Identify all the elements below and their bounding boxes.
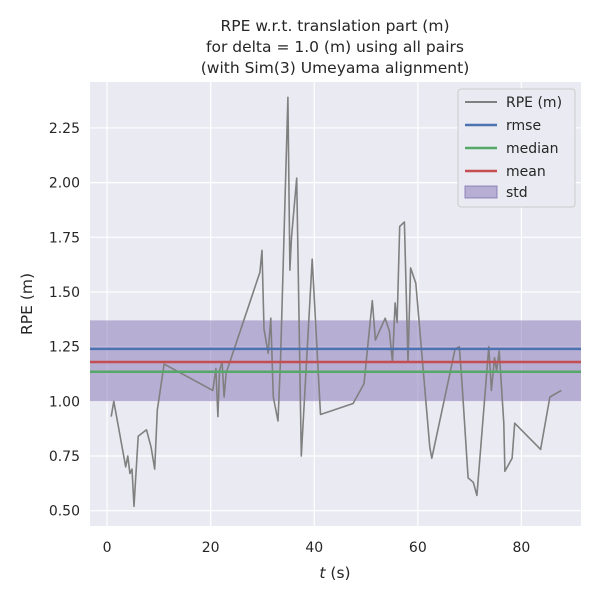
x-tick-label-2: 40 [305, 540, 323, 556]
title-line-3: (with Sim(3) Umeyama alignment) [201, 59, 470, 77]
stat-lines [90, 347, 581, 374]
y-tick-label-1: 0.75 [49, 449, 80, 465]
legend-swatch-std [464, 185, 498, 199]
y-tick-label-5: 1.75 [49, 230, 80, 246]
legend-label-rpe: RPE (m) [506, 95, 562, 111]
x-tick-label-3: 60 [409, 540, 427, 556]
y-tick-label-7: 2.25 [49, 121, 80, 137]
y-tick-label-2: 1.00 [49, 394, 80, 410]
y-tick-label-4: 1.50 [49, 285, 80, 301]
rpe-series-layer [110, 96, 562, 508]
x-axis-label: t (s) [319, 564, 350, 582]
y-tick-labels: 0.50 0.75 1.00 1.25 1.50 1.75 2.00 2.25 [49, 121, 80, 520]
x-tick-label-1: 20 [202, 540, 220, 556]
y-axis-label: RPE (m) [18, 273, 36, 335]
legend-label-rmse: rmse [506, 118, 541, 134]
legend-label-median: median [506, 141, 558, 157]
chart-title: RPE w.r.t. translation part (m) for delt… [201, 17, 470, 77]
legend-label-mean: mean [506, 164, 546, 180]
y-tick-label-6: 2.00 [49, 176, 80, 192]
x-tick-labels: 0 20 40 60 80 [103, 540, 531, 556]
legend-label-std: std [506, 185, 528, 201]
title-line-2: for delta = 1.0 (m) using all pairs [206, 38, 464, 56]
rpe-line [110, 96, 562, 508]
x-tick-label-4: 80 [513, 540, 531, 556]
y-tick-label-3: 1.25 [49, 340, 80, 356]
legend: RPE (m) rmse median mean std [457, 88, 576, 208]
x-tick-label-0: 0 [103, 540, 112, 556]
y-tick-label-0: 0.50 [49, 504, 80, 520]
title-line-1: RPE w.r.t. translation part (m) [220, 17, 449, 35]
legend-box [457, 88, 576, 208]
